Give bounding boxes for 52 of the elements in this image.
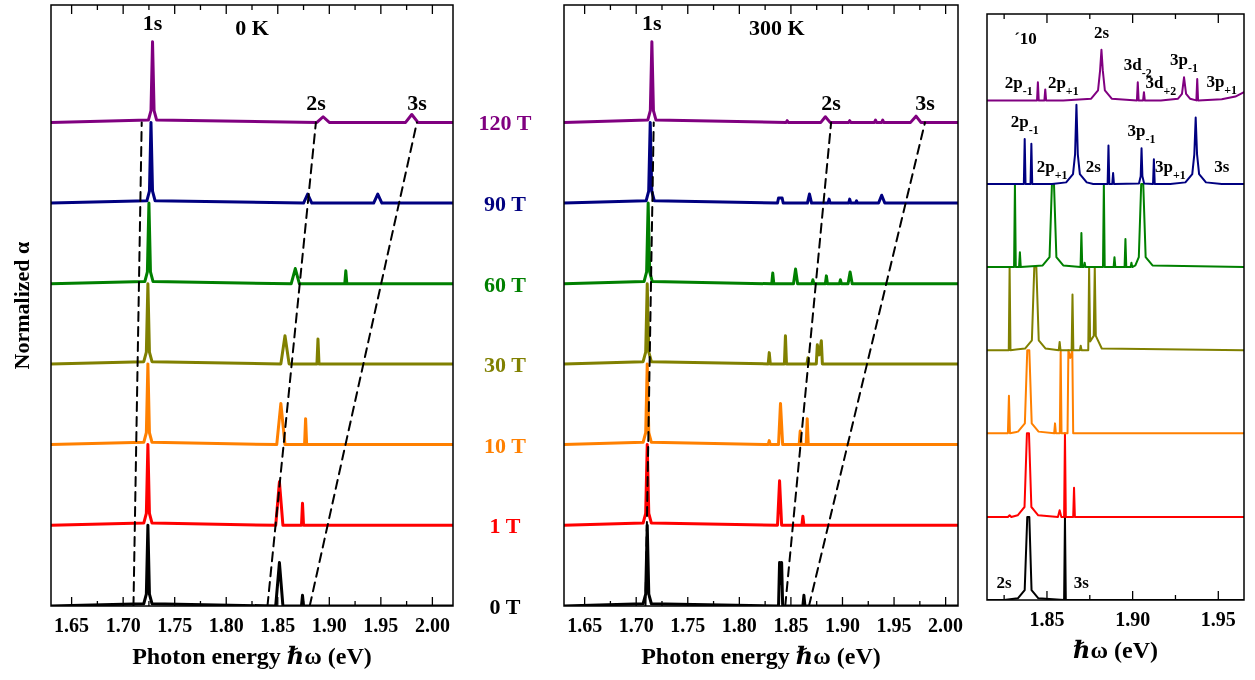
x-tick-label: 1.70 (105, 614, 141, 636)
x-tick-label: 1.75 (157, 614, 193, 636)
annotation: 2s (821, 90, 842, 116)
annotation: 3p$_{-1}$ (1170, 50, 1199, 76)
x-axis-title: ℏω (eV) (1073, 637, 1158, 663)
x-tick-label: 1.95 (1200, 608, 1236, 630)
x-tick-label: 1.85 (260, 614, 296, 636)
annotation: 3s (915, 90, 936, 116)
x-tick-label: 1.95 (363, 614, 399, 636)
x-tick-label: 1.85 (1029, 608, 1065, 630)
annotation: 3s (1214, 157, 1230, 177)
annotation: 3p$_{+1}$ (1154, 157, 1186, 183)
x-tick-label: 1.80 (208, 614, 244, 636)
text: 300 K (748, 15, 805, 40)
x-tick-label: 1.80 (721, 614, 757, 636)
annotation: 2p$_{-1}$ (1004, 73, 1033, 99)
series-label: 10 T (484, 432, 527, 458)
x-tick-label: 1.90 (824, 614, 860, 636)
annotation: 1s (642, 9, 663, 35)
text: ´10 (1014, 29, 1037, 48)
series-label: 30 T (484, 351, 527, 377)
annotation: 2p$_{+1}$ (1036, 157, 1068, 183)
annotation: 2s (1093, 22, 1110, 42)
annotation: 3p$_{-1}$ (1127, 121, 1156, 147)
series-label: 1 T (489, 513, 521, 539)
annotation: 3s (407, 90, 428, 116)
annotation: 2p$_{+1}$ (1047, 73, 1079, 99)
y-axis-title: Normalized α (9, 240, 34, 370)
text: 0 K (235, 15, 269, 40)
x-tick-label: 1.85 (773, 614, 809, 636)
x-axis-title: Photon energy ℏω (eV) (641, 643, 881, 669)
series-label: 120 T (478, 110, 532, 136)
x-tick-label: 2.00 (414, 614, 450, 636)
annotation: 2s (996, 573, 1013, 592)
x-tick-label: 1.90 (311, 614, 347, 636)
annotation: 2s (306, 90, 327, 116)
x-tick-label: 1.75 (670, 614, 706, 636)
annotation: 2s (1085, 157, 1102, 177)
annotation: 2p$_{-1}$ (1010, 111, 1039, 137)
x-tick-label: 2.00 (928, 614, 964, 636)
series-label: 0 T (489, 594, 521, 619)
series-label: 60 T (484, 271, 527, 297)
annotation: 3s (1073, 573, 1090, 592)
x-tick-label: 1.65 (567, 614, 603, 636)
x-tick-label: 1.65 (54, 614, 90, 636)
x-tick-label: 1.95 (876, 614, 912, 636)
x-tick-label: 1.70 (618, 614, 654, 636)
series-label: 90 T (484, 191, 527, 217)
x-tick-label: 1.90 (1115, 608, 1151, 630)
annotation: 1s (142, 9, 163, 35)
annotation: 3p$_{+1}$ (1206, 72, 1238, 98)
x-axis-title: Photon energy ℏω (eV) (132, 643, 372, 669)
